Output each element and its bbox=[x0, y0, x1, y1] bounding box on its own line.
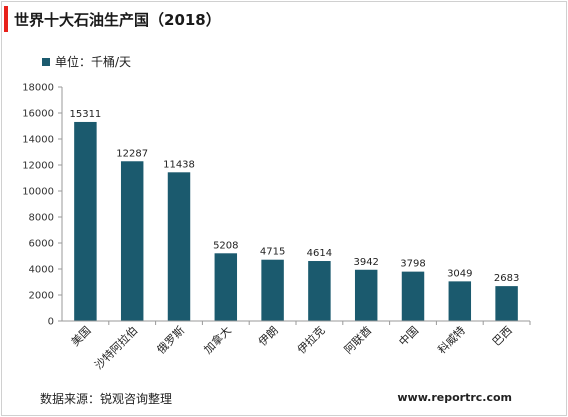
bar-value-label: 3049 bbox=[447, 268, 472, 279]
bar-value-label: 12287 bbox=[116, 148, 148, 159]
bar bbox=[74, 121, 97, 321]
x-category-label: 美国 bbox=[69, 324, 94, 349]
bar-value-label: 2683 bbox=[494, 273, 519, 284]
x-category-label: 伊朗 bbox=[256, 324, 281, 349]
y-tick-label: 2000 bbox=[29, 291, 54, 302]
y-tick-label: 4000 bbox=[29, 265, 54, 276]
y-tick-label: 18000 bbox=[22, 83, 54, 94]
bar bbox=[167, 172, 191, 321]
x-category-label: 沙特阿拉伯 bbox=[92, 323, 141, 372]
legend-label: 单位：千桶/天 bbox=[55, 55, 132, 69]
chart-title: 世界十大石油生产国（2018） bbox=[14, 11, 221, 29]
x-category-label: 中国 bbox=[396, 324, 421, 349]
y-tick-label: 10000 bbox=[22, 187, 54, 198]
bar-value-label: 3942 bbox=[353, 257, 378, 268]
x-category-label: 伊拉克 bbox=[294, 323, 327, 356]
bar bbox=[354, 269, 378, 321]
legend-swatch bbox=[42, 57, 50, 66]
bar bbox=[448, 281, 472, 321]
legend: 单位：千桶/天 bbox=[42, 53, 131, 70]
y-tick-label: 12000 bbox=[22, 161, 54, 172]
x-category-label: 科威特 bbox=[435, 323, 468, 356]
bar-value-label: 15311 bbox=[69, 109, 101, 120]
data-source: 数据来源：锐观咨询整理 bbox=[40, 392, 173, 406]
x-category-label: 加拿大 bbox=[201, 323, 234, 356]
bar bbox=[495, 286, 518, 321]
x-category-label: 巴西 bbox=[490, 324, 515, 349]
website-label: www.reportrc.com bbox=[397, 391, 512, 404]
bar-value-label: 11438 bbox=[163, 159, 195, 170]
bar bbox=[214, 253, 238, 321]
bar-value-label: 4614 bbox=[307, 248, 332, 259]
y-tick-label: 0 bbox=[48, 317, 54, 328]
bar bbox=[261, 259, 284, 321]
y-tick-label: 8000 bbox=[29, 213, 54, 224]
bar bbox=[401, 271, 425, 321]
title-accent-bar bbox=[4, 6, 8, 32]
bar-value-label: 3798 bbox=[400, 259, 425, 270]
bar bbox=[120, 161, 144, 321]
y-tick-label: 6000 bbox=[29, 239, 54, 250]
bar bbox=[308, 261, 331, 321]
value-labels: 15311 12287 11438 5208 4715 4614 3942 3798 3049 2… bbox=[69, 109, 519, 284]
x-category-label: 阿联酋 bbox=[341, 323, 374, 356]
y-tick-label: 14000 bbox=[22, 135, 54, 146]
y-axis: 0 2000 4000 6000 8000 10000 12000 14000 16000 180… bbox=[22, 83, 63, 328]
bar-value-label: 4715 bbox=[260, 247, 285, 258]
y-tick-label: 16000 bbox=[22, 109, 54, 120]
bars bbox=[74, 121, 518, 321]
bar-value-label: 5208 bbox=[213, 240, 238, 251]
x-category-label: 俄罗斯 bbox=[155, 324, 188, 357]
